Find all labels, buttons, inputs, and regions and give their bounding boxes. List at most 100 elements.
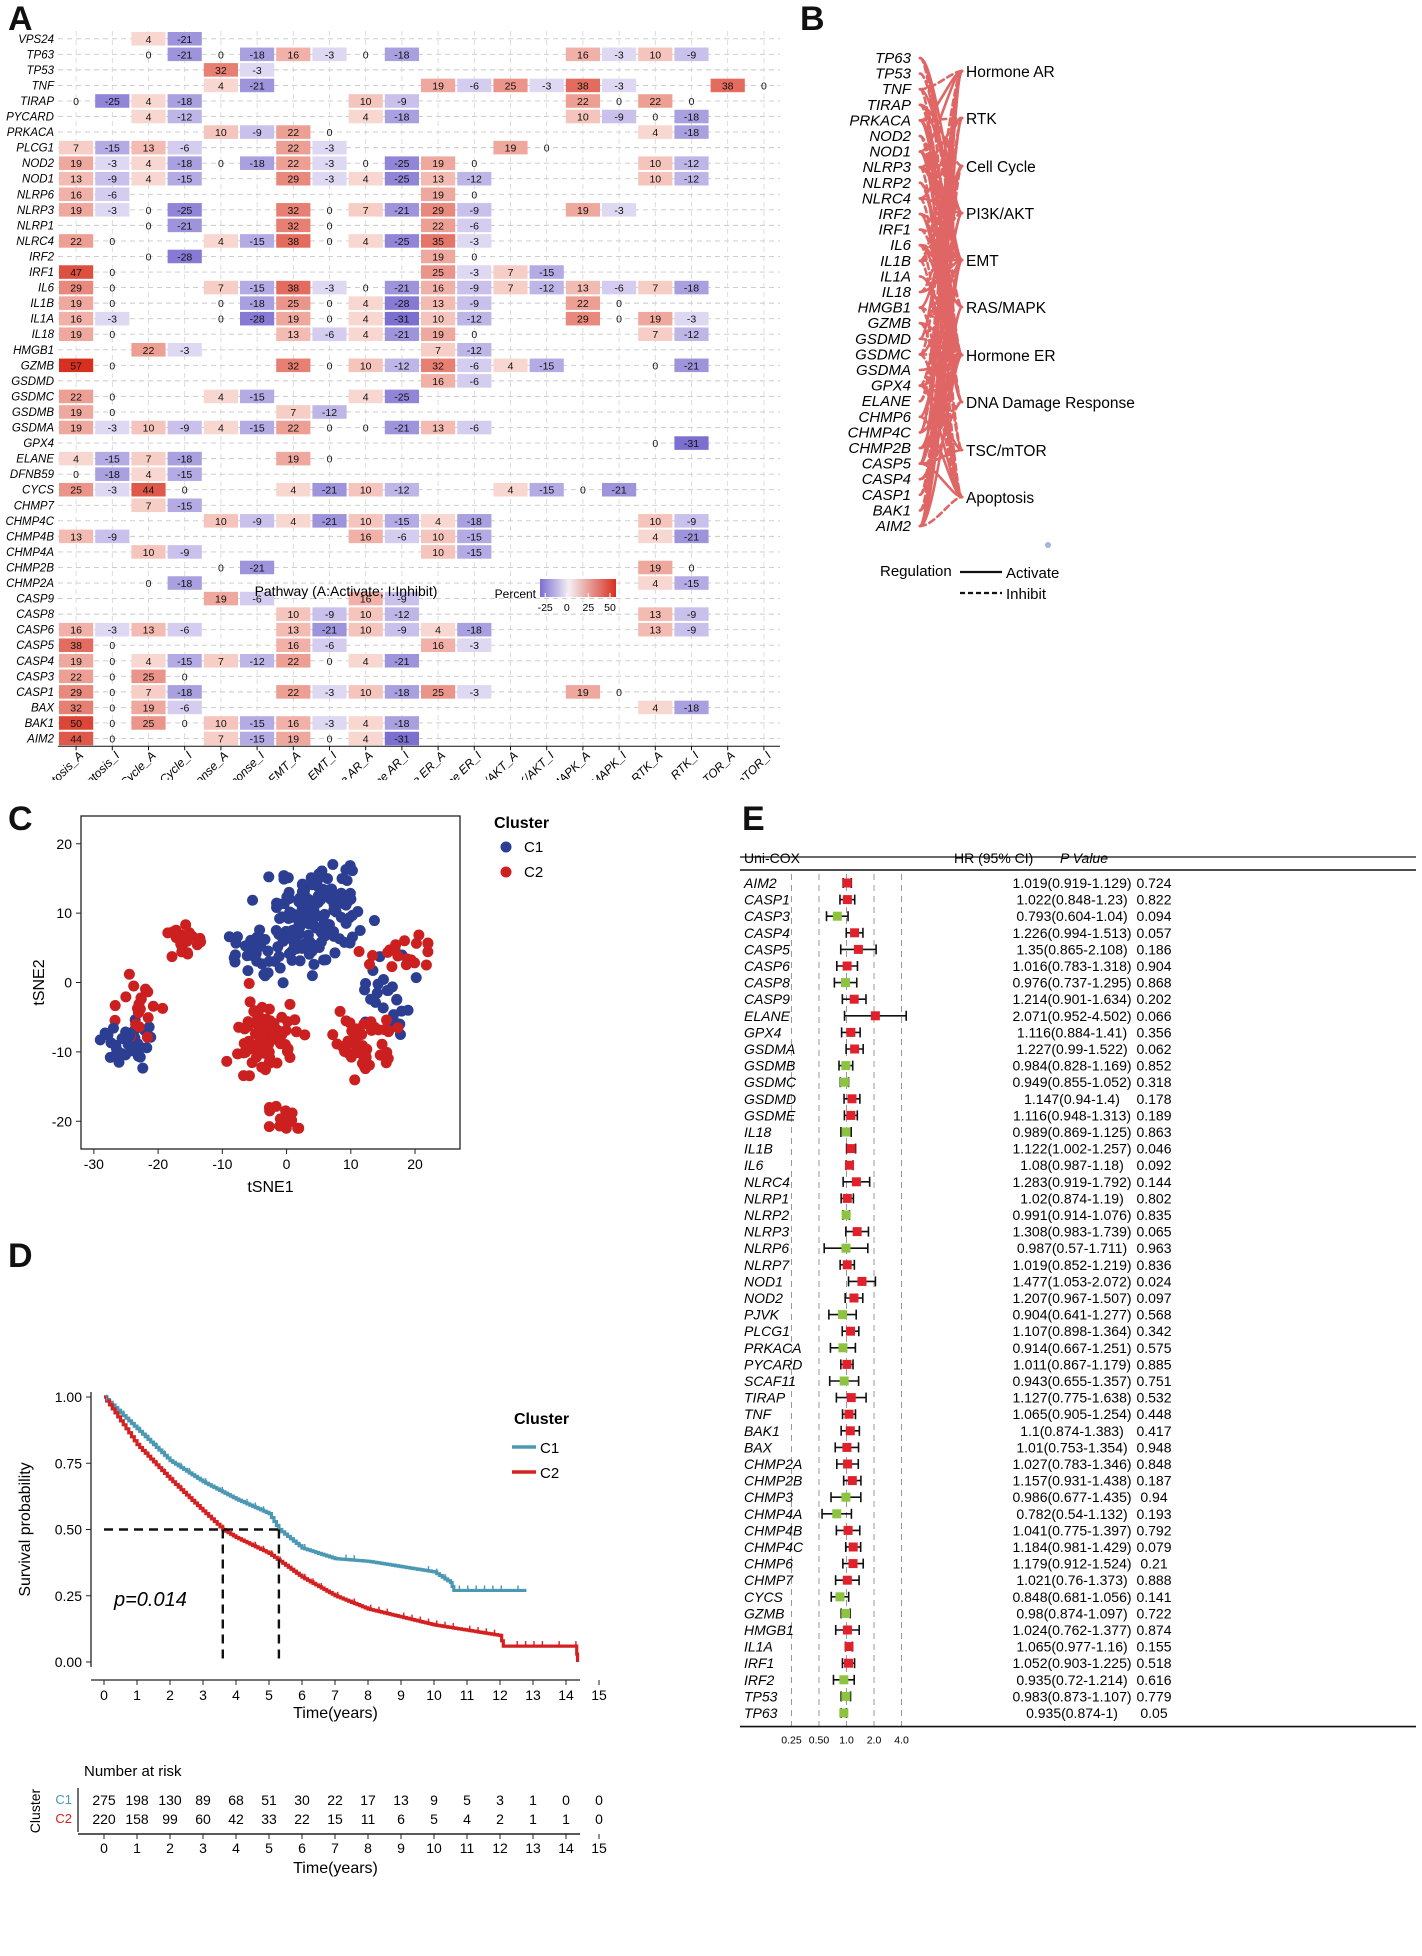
heat-cell [312,607,347,621]
heat-cell-label: -15 [250,734,265,746]
x-tick-label: 10 [343,1156,359,1172]
heat-cell [203,234,238,248]
forest-hr-value: 0.935(0.874-1) [1026,1705,1118,1721]
y-axis-title: Survival probability [17,1462,34,1596]
heat-cell-label: 4 [146,34,152,46]
heat-cell-label: 7 [218,656,224,668]
heat-cell [167,109,202,124]
x-tick-label: 0 [100,1687,108,1703]
forest-p-value: 0.448 [1136,1406,1171,1422]
tsne-point-c1 [281,891,293,903]
forest-p-value: 0.342 [1136,1323,1171,1339]
heat-cell-label: 7 [652,283,658,295]
hr-point [842,1625,852,1635]
heat-cell-label: 7 [652,329,658,341]
heat-cell-label: 0 [73,96,79,108]
heat-cell-label: -15 [105,143,120,155]
heat-cell-label: 19 [649,562,661,574]
tsne-point-c2 [264,1051,276,1063]
heat-cell-label: -6 [180,625,189,637]
tsne-point-c1 [282,910,294,922]
forest-hr-value: 1.011(0.867-1.179) [1013,1356,1131,1372]
forest-gene-label: PRKACA [744,1340,802,1356]
tsne-point-c2 [282,1016,294,1028]
forest-p-value: 0.532 [1136,1390,1171,1406]
gene-label: CASP5 [16,640,54,652]
heat-cell-label: -25 [394,391,409,403]
heat-cell [131,622,166,637]
forest-hr-value: 1.052(0.903-1.225) [1012,1655,1131,1671]
hr-point [849,1293,859,1303]
forest-p-value: 0.904 [1136,958,1171,974]
forest-p-value: 0.094 [1136,908,1171,924]
heat-cell [312,280,347,295]
tsne-point-c2 [180,919,192,931]
x-tick-label: 4 [232,1687,240,1703]
risk-count-c1: 130 [158,1792,182,1808]
tsne-point-c2 [367,950,379,962]
heat-cell-label: -9 [687,49,696,61]
risk-count-c1: 3 [496,1792,504,1808]
heat-cell [565,78,600,93]
tsne-point-c2 [195,936,207,948]
tsne-point-c2 [239,1023,251,1035]
tsne-point-c2 [157,1002,169,1014]
heat-cell [240,731,275,746]
heat-cell [674,47,709,62]
pathway-node-label: PI3K/AKT [966,206,1035,223]
heat-cell [529,280,564,295]
forest-gene-label: GSDMD [744,1091,796,1107]
tsne-point-c1 [315,936,327,948]
hr-point [845,1426,855,1436]
tsne-point-c1 [324,893,336,905]
heat-cell-label: 10 [360,516,372,528]
tsne-point-c2 [392,950,404,962]
heat-cell [167,451,202,466]
heat-cell-label: 0 [616,687,622,699]
gene-label: GSDMB [12,407,55,419]
forest-gene-label: PYCARD [744,1356,802,1372]
heat-cell-label: 7 [146,500,152,512]
heat-cell-label: -9 [687,609,696,621]
risk-x-tick-label: 9 [397,1840,405,1856]
forest-p-value: 0.963 [1136,1240,1171,1256]
forest-hr-value: 1.02(0.874-1.19) [1020,1190,1124,1206]
forest-gene-label: CASP1 [744,892,790,908]
heat-cell-label: 38 [70,640,82,652]
heat-cell-label: 13 [649,625,661,637]
tsne-point-c1 [312,890,324,902]
forest-panel: Uni-COX HR (95% CI) P Value 0.25 0.50 1.0 2.0 4… [740,850,1416,1747]
heat-cell-label: -18 [394,687,409,699]
forest-gene-label: CASP9 [744,991,790,1007]
heat-cell-label: -9 [687,625,696,637]
tsne-point-c1 [312,910,324,922]
heat-cell-label: 0 [580,485,586,497]
heat-cell [203,716,238,730]
risk-count-c1: 30 [294,1792,310,1808]
tsne-point-c2 [135,992,147,1004]
hr-point [842,1260,852,1270]
heat-cell-label: -6 [180,702,189,714]
pathway-node-label: Hormone ER [966,348,1056,365]
heat-cell [240,420,275,435]
gene-label: CHMP4A [6,547,54,559]
heat-cell-label: 13 [287,625,299,637]
heat-cell-label: -21 [684,531,699,543]
heat-cell-label: 29 [70,283,82,295]
heat-cell-label: -12 [250,656,265,668]
heat-cell-label: 19 [287,454,299,466]
x-tick-label: 3 [199,1687,207,1703]
heat-cell [59,529,94,544]
heat-cell [384,47,419,62]
hr-point [832,911,842,921]
legend-title: Cluster [494,815,549,832]
x-axis-title: tSNE1 [247,1179,293,1196]
tsne-point-c1 [302,917,314,929]
heat-cell [457,311,492,326]
heat-cell-label: 13 [143,625,155,637]
forest-gene-label: IL6 [744,1157,764,1173]
heat-cell-label: 0 [363,158,369,170]
heat-cell-label: 0 [146,220,152,232]
heat-cell-label: 22 [649,96,661,108]
tsne-point-c2 [381,1014,393,1026]
